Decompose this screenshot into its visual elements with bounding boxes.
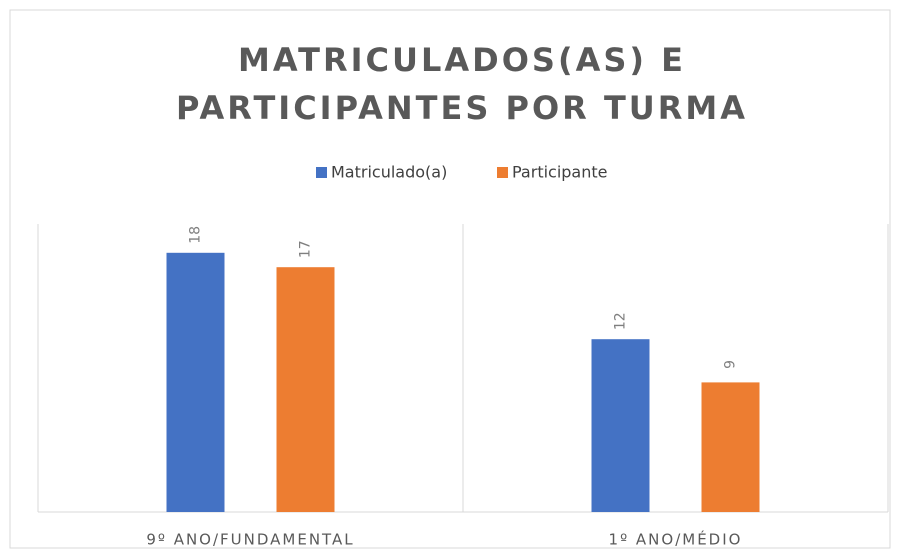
x-tick-label: 1º ANO/MÉDIO (609, 530, 743, 549)
chart-title: MATRICULADOS(AS) E (238, 41, 686, 79)
bar (166, 252, 225, 513)
legend-label: Matriculado(a) (331, 163, 447, 182)
data-label: 17 (298, 240, 314, 258)
legend-swatch (316, 167, 327, 178)
data-label: 9 (723, 360, 739, 369)
bar (701, 382, 760, 512)
data-label: 12 (613, 312, 629, 330)
data-label: 18 (188, 226, 204, 244)
legend-label: Participante (512, 163, 608, 182)
bar (591, 339, 650, 512)
x-tick-label: 9º ANO/FUNDAMENTAL (146, 531, 354, 549)
chart-title: PARTICIPANTES POR TURMA (176, 89, 748, 127)
bar (276, 267, 335, 512)
legend-swatch (497, 167, 508, 178)
